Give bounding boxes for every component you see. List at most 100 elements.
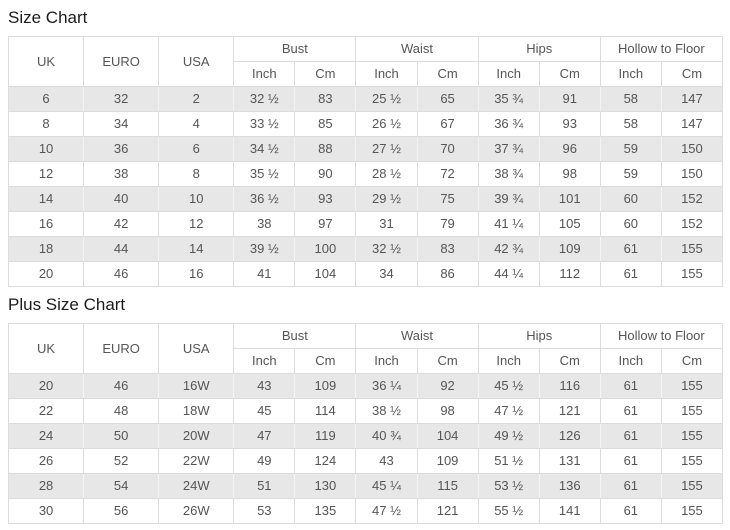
table-cell: 51 ½ <box>477 448 540 474</box>
table-cell: 61 <box>599 498 662 524</box>
table-cell: 109 <box>294 373 357 399</box>
table-cell: 58 <box>599 86 662 112</box>
table-cell: 147 <box>660 86 724 112</box>
table-cell: 34 <box>83 111 160 137</box>
table-cell: 150 <box>660 161 724 187</box>
plus-size-chart-header: UK EURO USA Bust Waist Hips Hollow to Fl… <box>7 323 724 374</box>
table-cell: 54 <box>83 473 160 499</box>
unit-header-cm: Cm <box>294 348 357 374</box>
group-header-hollow-to-floor: Hollow to Floor <box>599 36 724 62</box>
table-cell: 12 <box>7 161 85 187</box>
table-cell: 86 <box>416 261 479 287</box>
table-cell: 58 <box>599 111 662 137</box>
table-cell: 61 <box>599 448 662 474</box>
unit-header-cm: Cm <box>294 61 357 87</box>
table-row: 30 56 26W 53 135 47 ½ 121 55 ½ 141 61 155 <box>7 498 724 524</box>
table-cell: 67 <box>416 111 479 137</box>
unit-header-inch: Inch <box>233 348 296 374</box>
table-cell: 155 <box>660 498 724 524</box>
size-chart-title: Size Chart <box>8 8 88 27</box>
column-header-usa: USA <box>158 36 235 87</box>
column-header-euro: EURO <box>83 323 160 374</box>
table-cell: 59 <box>599 136 662 162</box>
table-cell: 32 ½ <box>233 86 296 112</box>
table-cell: 61 <box>599 373 662 399</box>
table-cell: 124 <box>294 448 357 474</box>
table-cell: 155 <box>660 448 724 474</box>
table-cell: 36 <box>83 136 160 162</box>
group-header-bust: Bust <box>233 36 357 62</box>
table-cell: 109 <box>538 236 601 262</box>
table-cell: 30 <box>7 498 85 524</box>
table-cell: 121 <box>416 498 479 524</box>
table-row: 24 50 20W 47 119 40 ¾ 104 49 ½ 126 61 155 <box>7 423 724 449</box>
table-row: 12 38 8 35 ½ 90 28 ½ 72 38 ¾ 98 59 150 <box>7 161 724 187</box>
size-chart-header: UK EURO USA Bust Waist Hips Hollow to Fl… <box>7 36 724 87</box>
table-cell: 155 <box>660 423 724 449</box>
table-cell: 130 <box>294 473 357 499</box>
table-cell: 48 <box>83 398 160 424</box>
table-row: 14 40 10 36 ½ 93 29 ½ 75 39 ¾ 101 60 152 <box>7 186 724 212</box>
table-cell: 20W <box>158 423 235 449</box>
table-cell: 18W <box>158 398 235 424</box>
unit-header-inch: Inch <box>599 61 662 87</box>
unit-header-cm: Cm <box>416 348 479 374</box>
table-cell: 14 <box>7 186 85 212</box>
table-cell: 104 <box>416 423 479 449</box>
table-cell: 22 <box>7 398 85 424</box>
table-cell: 43 <box>233 373 296 399</box>
table-cell: 61 <box>599 261 662 287</box>
table-cell: 35 ¾ <box>477 86 540 112</box>
table-cell: 10 <box>158 186 235 212</box>
table-cell: 93 <box>294 186 357 212</box>
table-cell: 28 <box>7 473 85 499</box>
table-cell: 97 <box>294 211 357 237</box>
table-cell: 26W <box>158 498 235 524</box>
table-row: 6 32 2 32 ½ 83 25 ½ 65 35 ¾ 91 58 147 <box>7 86 724 112</box>
table-cell: 131 <box>538 448 601 474</box>
unit-header-inch: Inch <box>355 61 418 87</box>
table-cell: 56 <box>83 498 160 524</box>
table-cell: 8 <box>7 111 85 137</box>
table-cell: 49 <box>233 448 296 474</box>
table-cell: 152 <box>660 211 724 237</box>
table-cell: 112 <box>538 261 601 287</box>
column-header-uk: UK <box>7 323 85 374</box>
table-row: 10 36 6 34 ½ 88 27 ½ 70 37 ¾ 96 59 150 <box>7 136 724 162</box>
table-cell: 45 <box>233 398 296 424</box>
unit-header-inch: Inch <box>477 61 540 87</box>
table-cell: 61 <box>599 423 662 449</box>
column-header-euro: EURO <box>83 36 160 87</box>
table-cell: 28 ½ <box>355 161 418 187</box>
table-cell: 20 <box>7 373 85 399</box>
table-cell: 34 <box>355 261 418 287</box>
table-cell: 155 <box>660 236 724 262</box>
table-cell: 121 <box>538 398 601 424</box>
table-cell: 60 <box>599 211 662 237</box>
table-cell: 41 <box>233 261 296 287</box>
table-cell: 25 ½ <box>355 86 418 112</box>
table-cell: 39 ¾ <box>477 186 540 212</box>
column-header-uk: UK <box>7 36 85 87</box>
table-cell: 90 <box>294 161 357 187</box>
table-cell: 155 <box>660 261 724 287</box>
table-cell: 6 <box>158 136 235 162</box>
table-cell: 60 <box>599 186 662 212</box>
table-cell: 150 <box>660 136 724 162</box>
table-cell: 55 ½ <box>477 498 540 524</box>
table-cell: 119 <box>294 423 357 449</box>
group-header-waist: Waist <box>355 36 479 62</box>
table-cell: 155 <box>660 398 724 424</box>
table-cell: 70 <box>416 136 479 162</box>
table-cell: 45 ½ <box>477 373 540 399</box>
table-cell: 83 <box>294 86 357 112</box>
table-cell: 61 <box>599 398 662 424</box>
table-cell: 47 ½ <box>477 398 540 424</box>
table-cell: 24 <box>7 423 85 449</box>
table-cell: 85 <box>294 111 357 137</box>
table-cell: 26 ½ <box>355 111 418 137</box>
table-cell: 109 <box>416 448 479 474</box>
table-cell: 72 <box>416 161 479 187</box>
table-cell: 4 <box>158 111 235 137</box>
